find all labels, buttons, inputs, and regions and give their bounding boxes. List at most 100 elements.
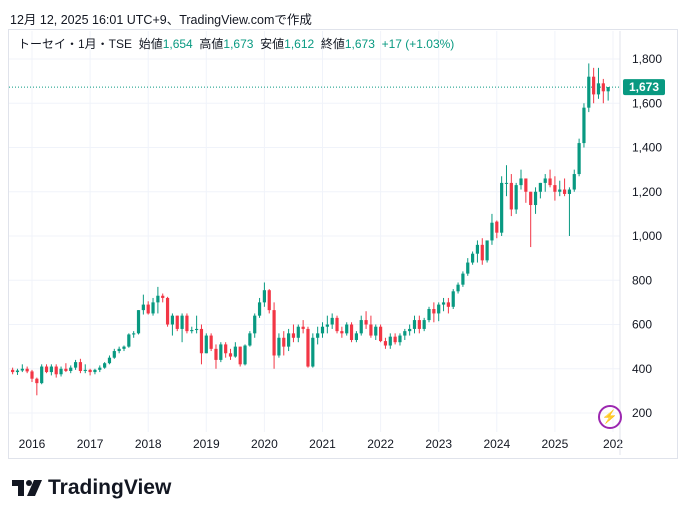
candle-body: [514, 185, 518, 210]
candle-body: [272, 310, 276, 356]
y-tick-label: 1,800: [632, 52, 662, 66]
candle-body: [558, 189, 562, 192]
candle-body: [195, 328, 199, 331]
candle-body: [127, 334, 131, 347]
x-tick-label: 2022: [367, 437, 394, 451]
candle-body: [485, 240, 489, 261]
candle-body: [170, 315, 175, 325]
candle-body: [15, 370, 20, 373]
candle-body: [282, 337, 286, 347]
candle-body: [601, 83, 605, 92]
candle-body: [287, 333, 291, 347]
x-tick-label: 2016: [19, 437, 46, 451]
candle-body: [165, 297, 170, 325]
legend-close-label: 終値: [320, 37, 345, 51]
candle-body: [253, 315, 257, 334]
x-tick-label: 2017: [77, 437, 104, 451]
candle-body: [500, 182, 504, 233]
tradingview-logo[interactable]: TradingView: [12, 476, 171, 500]
candle-body: [504, 182, 509, 184]
candle-body: [345, 324, 349, 334]
candle-body: [359, 320, 363, 334]
candle-body: [330, 317, 334, 325]
candle-body: [349, 324, 354, 340]
candle-body: [262, 290, 266, 303]
y-tick-label: 400: [632, 362, 652, 376]
x-tick-label: 2021: [309, 437, 336, 451]
candle-body: [369, 324, 373, 336]
candle-body: [480, 244, 484, 261]
candle-body: [393, 336, 397, 343]
lightning-icon[interactable]: ⚡: [598, 405, 622, 429]
candle-body: [446, 302, 450, 307]
x-tick-label: 2020: [251, 437, 278, 451]
candle-body: [161, 295, 165, 298]
candle-body: [44, 366, 49, 373]
candle-body: [320, 326, 325, 334]
candle-body: [567, 189, 572, 194]
candle-body: [136, 310, 141, 334]
candle-body: [572, 174, 576, 190]
candle-body: [73, 362, 78, 368]
candle-body: [248, 333, 252, 346]
candle-body: [204, 335, 208, 354]
candle-body: [291, 333, 296, 338]
candle-body: [233, 346, 237, 357]
ohlc-legend: トーセイ・1月・TSE 始値1,654 高値1,673 安値1,612 終値1,…: [18, 35, 454, 52]
candle-body: [40, 366, 44, 384]
candle-body: [403, 331, 407, 336]
x-tick-label: 202: [603, 437, 623, 451]
candle-body: [296, 326, 300, 338]
candle-body: [408, 328, 412, 332]
candle-body: [495, 221, 499, 233]
candle-body: [383, 341, 388, 346]
legend-symbol: トーセイ・1月・TSE: [18, 37, 133, 51]
candle-body: [98, 367, 102, 370]
candle-body: [533, 191, 538, 206]
candle-body: [122, 346, 126, 349]
candle-body: [214, 348, 218, 360]
candle-body: [422, 320, 426, 329]
candle-body: [209, 335, 213, 349]
candle-body: [49, 366, 53, 373]
candle-body: [219, 344, 223, 360]
candle-body: [538, 182, 542, 192]
legend-high: 1,673: [223, 37, 254, 51]
candle-body: [374, 326, 378, 336]
candle-body: [388, 336, 392, 346]
candle-body: [224, 344, 228, 354]
candle-body: [112, 351, 116, 358]
candle-body: [417, 320, 421, 329]
y-tick-label: 200: [632, 406, 652, 420]
candle-body: [306, 328, 310, 367]
candle-body: [379, 326, 383, 342]
candle-body: [412, 320, 417, 329]
candle-body: [83, 369, 87, 371]
last-price-label: 1,673: [629, 80, 659, 94]
candle-body: [427, 309, 431, 321]
x-tick-label: 2025: [542, 437, 569, 451]
legend-high-label: 高値: [199, 37, 224, 51]
candle-body: [437, 304, 441, 314]
candle-body: [577, 143, 581, 175]
candle-body: [543, 178, 547, 183]
candle-body: [30, 371, 34, 379]
candle-body: [475, 244, 480, 254]
x-tick-label: 2018: [135, 437, 162, 451]
candle-body: [461, 273, 465, 285]
candle-body: [592, 76, 596, 95]
candle-body: [59, 368, 63, 375]
candle-body: [175, 315, 179, 329]
candle-body: [301, 326, 305, 329]
candle-body: [185, 315, 189, 332]
candle-body: [228, 353, 233, 357]
legend-close: 1,673: [344, 37, 375, 51]
candle-body: [93, 369, 97, 373]
candle-body: [335, 317, 339, 332]
chart-frame: [8, 29, 678, 459]
candle-body: [354, 333, 358, 340]
chart-caption: 12月 12, 2025 16:01 UTC+9、TradingView.com…: [10, 13, 312, 27]
candle-body: [54, 366, 58, 375]
candle-body: [117, 348, 121, 352]
